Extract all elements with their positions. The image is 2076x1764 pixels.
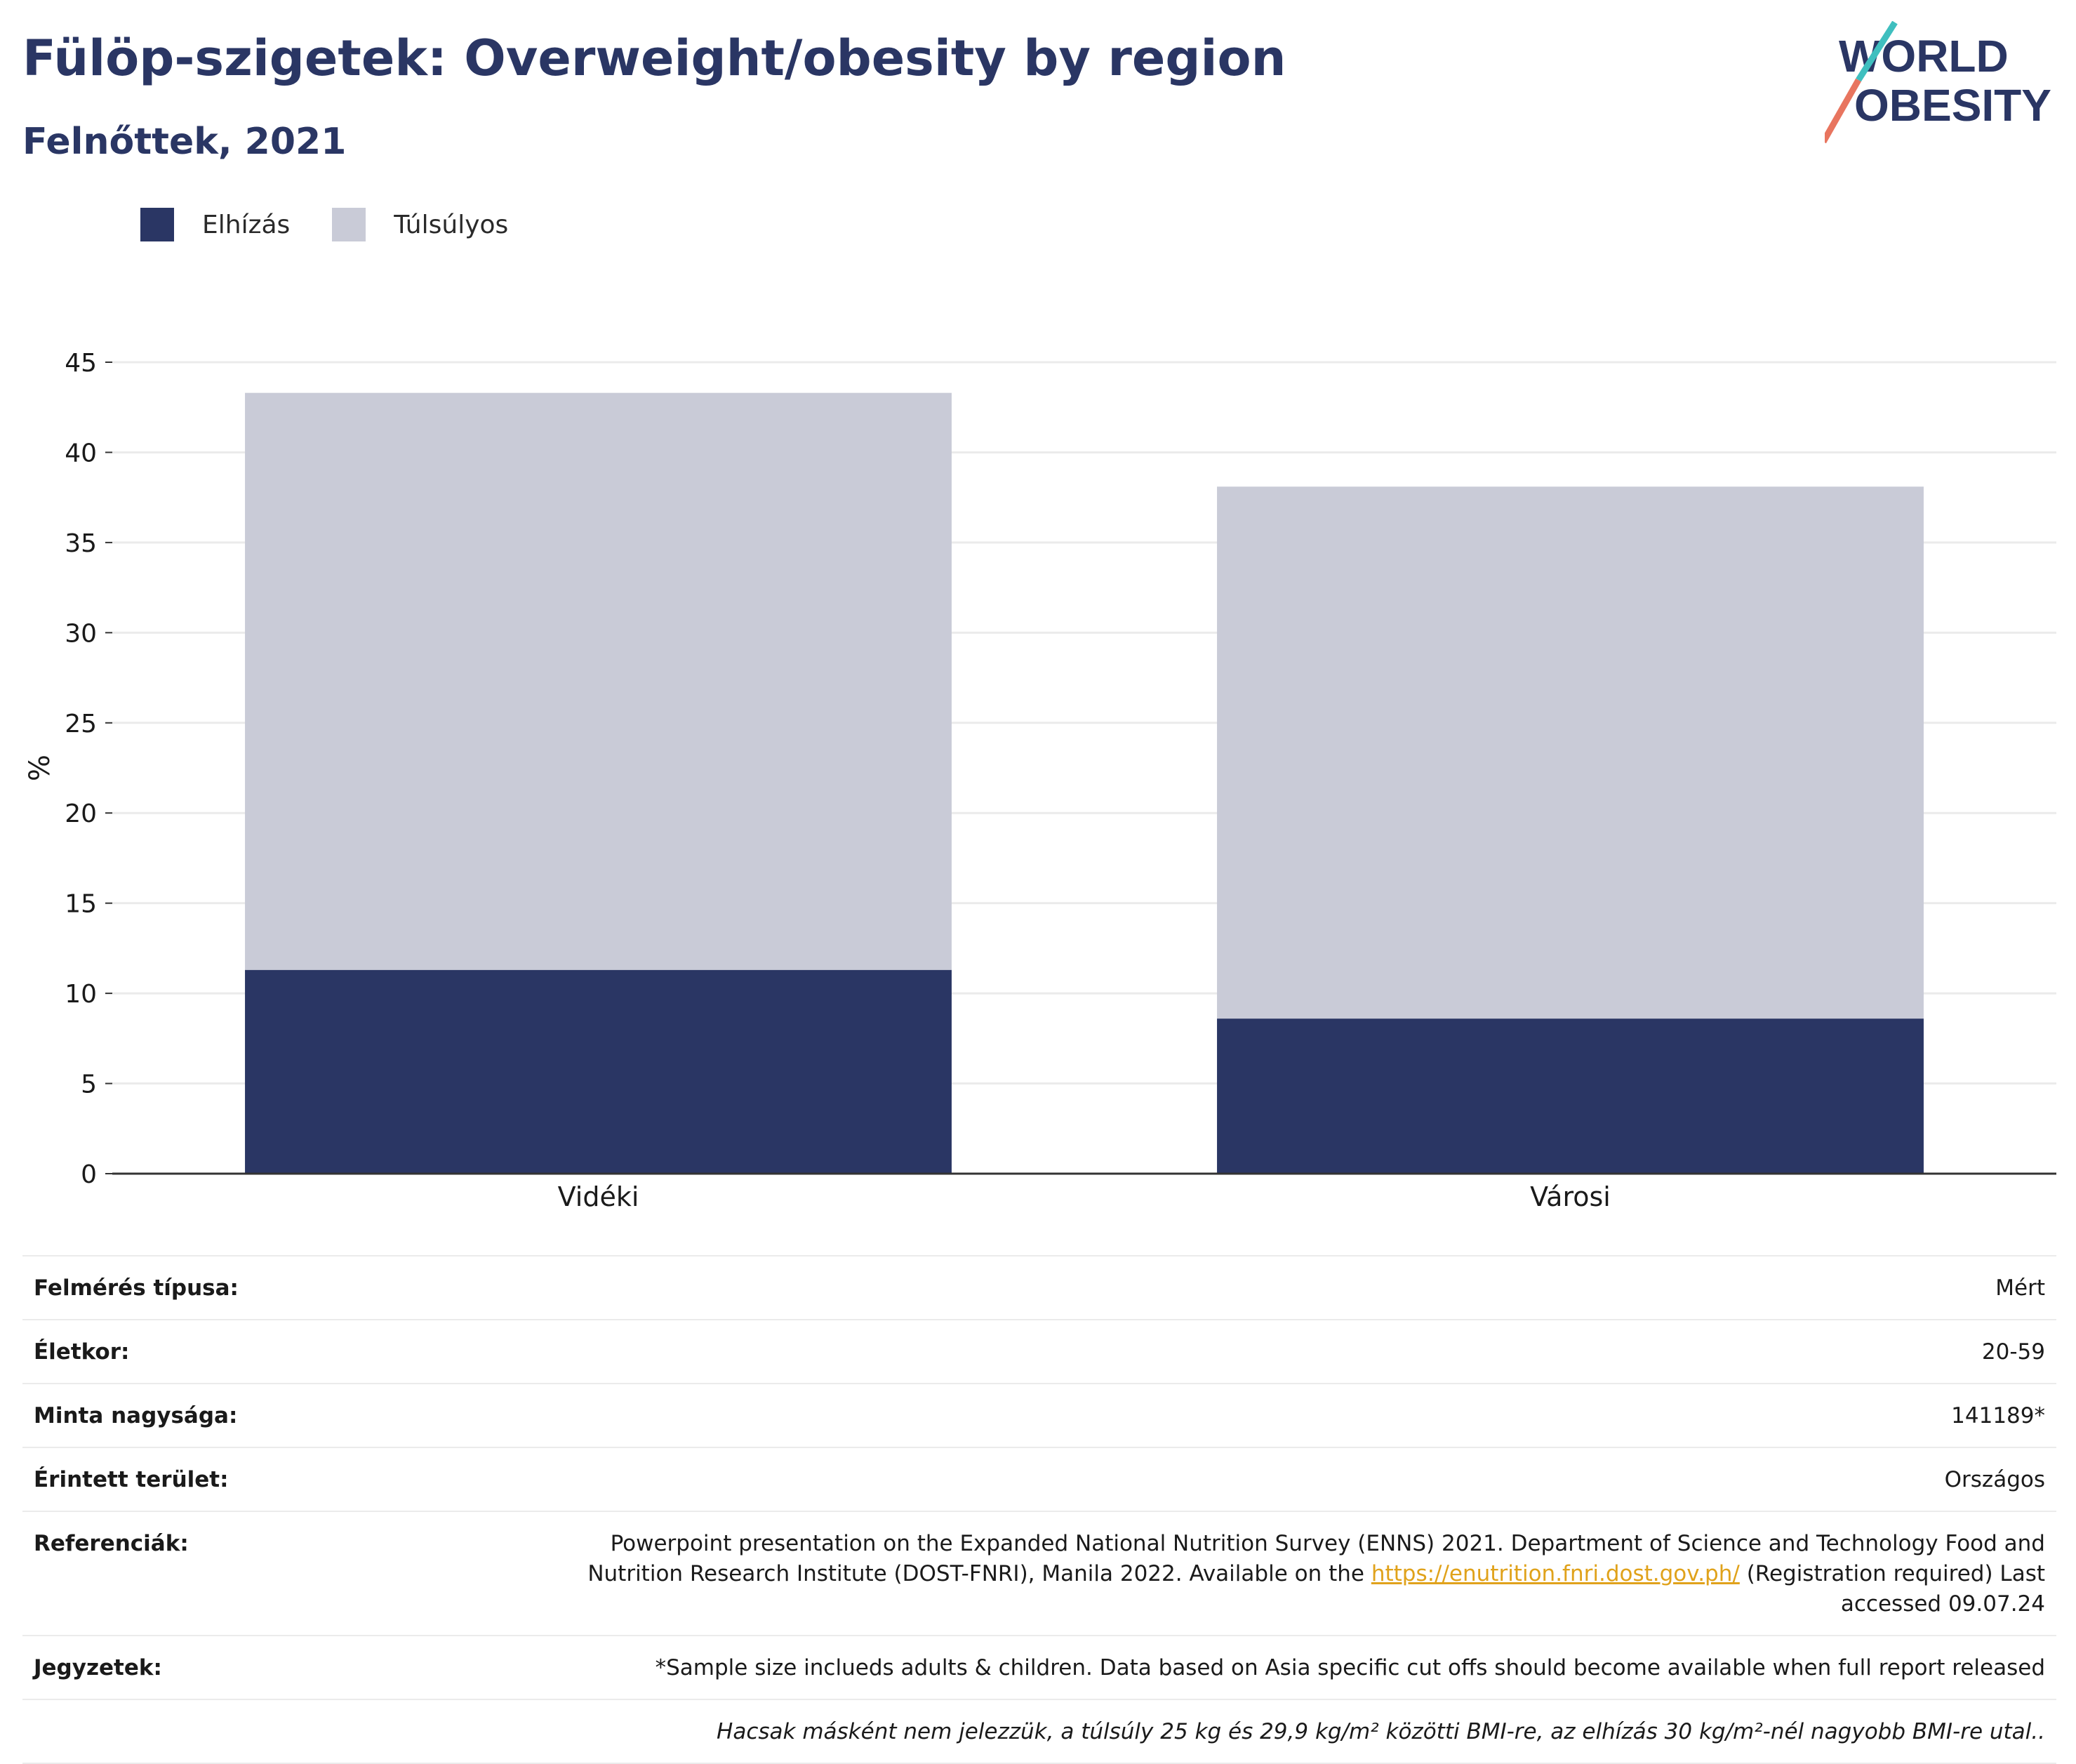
- x-tick-label: Vidéki: [558, 1181, 639, 1212]
- logo-line-2: OBESITY: [1854, 80, 2051, 131]
- y-tick-label: 35: [65, 529, 97, 558]
- age-label: Életkor:: [34, 1339, 130, 1365]
- area-label: Érintett terület:: [34, 1467, 229, 1492]
- stacked-bar-chart: 0 5 10 15 20 25 30 35 40 45% Vidéki Városi: [24, 349, 2056, 1212]
- y-tick-label: 15: [65, 890, 97, 919]
- bar-obesity-1: [1217, 1019, 1924, 1174]
- notes-label: Jegyzetek:: [34, 1655, 162, 1680]
- legend-swatch-obesity: [140, 208, 174, 241]
- legend-item-obesity[interactable]: Elhízás: [140, 208, 290, 241]
- logo-line-1: WORLD: [1839, 31, 2009, 81]
- page-subtitle: Felnőttek, 2021: [22, 121, 347, 163]
- references-label: Referenciák:: [34, 1531, 189, 1556]
- y-tick-label: 0: [81, 1160, 97, 1189]
- sample-size-value: 141189*: [1951, 1403, 2045, 1428]
- age-value: 20-59: [1981, 1339, 2045, 1365]
- legend-swatch-overweight: [332, 208, 366, 241]
- bar-overweight-1: [1217, 486, 1924, 1019]
- y-tick-label: 25: [65, 710, 97, 738]
- bar-obesity-0: [245, 969, 952, 1174]
- info-row-references: Referenciák: Powerpoint presentation on …: [22, 1512, 2056, 1636]
- x-tick-label: Városi: [1530, 1181, 1611, 1212]
- y-tick-label: 10: [65, 980, 97, 1009]
- footnote-text: Hacsak másként nem jelezzük, a túlsúly 2…: [717, 1719, 2045, 1744]
- y-axis-title: %: [24, 755, 56, 781]
- info-row-age: Életkor: 20-59: [22, 1320, 2056, 1384]
- y-tick-label: 45: [65, 349, 97, 378]
- chart-legend: Elhízás Túlsúlyos: [140, 208, 550, 241]
- references-text-after: (Registration required) Last accessed 09…: [1739, 1561, 2045, 1617]
- sample-size-label: Minta nagysága:: [34, 1403, 238, 1428]
- survey-info-table: Felmérés típusa: Mért Életkor: 20-59 Min…: [22, 1255, 2056, 1764]
- notes-value: *Sample size inclueds adults & children.…: [655, 1655, 2045, 1680]
- info-row-footnote: Hacsak másként nem jelezzük, a túlsúly 2…: [22, 1700, 2056, 1764]
- logo-slash-teal: [1856, 21, 1898, 82]
- info-row-notes: Jegyzetek: *Sample size inclueds adults …: [22, 1636, 2056, 1700]
- logo-slash-coral: [1825, 78, 1861, 144]
- y-tick-label: 40: [65, 439, 97, 467]
- references-value: Powerpoint presentation on the Expanded …: [515, 1529, 2045, 1619]
- area-value: Országos: [1944, 1467, 2045, 1492]
- survey-type-value: Mért: [1995, 1275, 2045, 1301]
- bar-overweight-0: [245, 392, 952, 970]
- y-tick-label: 5: [81, 1070, 97, 1099]
- legend-item-overweight[interactable]: Túlsúlyos: [332, 208, 508, 241]
- survey-type-label: Felmérés típusa:: [34, 1275, 239, 1301]
- info-row-survey-type: Felmérés típusa: Mért: [22, 1255, 2056, 1320]
- y-tick-label: 30: [65, 619, 97, 648]
- info-row-sample-size: Minta nagysága: 141189*: [22, 1384, 2056, 1448]
- y-tick-label: 20: [65, 800, 97, 828]
- references-link[interactable]: https://enutrition.fnri.dost.gov.ph/: [1371, 1561, 1740, 1586]
- references-text-before: Powerpoint presentation on the Expanded …: [587, 1531, 2045, 1586]
- legend-label-overweight: Túlsúlyos: [394, 210, 509, 239]
- page-title: Fülöp-szigetek: Overweight/obesity by re…: [22, 29, 1286, 87]
- legend-label-obesity: Elhízás: [202, 210, 291, 239]
- info-row-area: Érintett terület: Országos: [22, 1448, 2056, 1512]
- world-obesity-logo: WORLD OBESITY: [1825, 21, 2051, 144]
